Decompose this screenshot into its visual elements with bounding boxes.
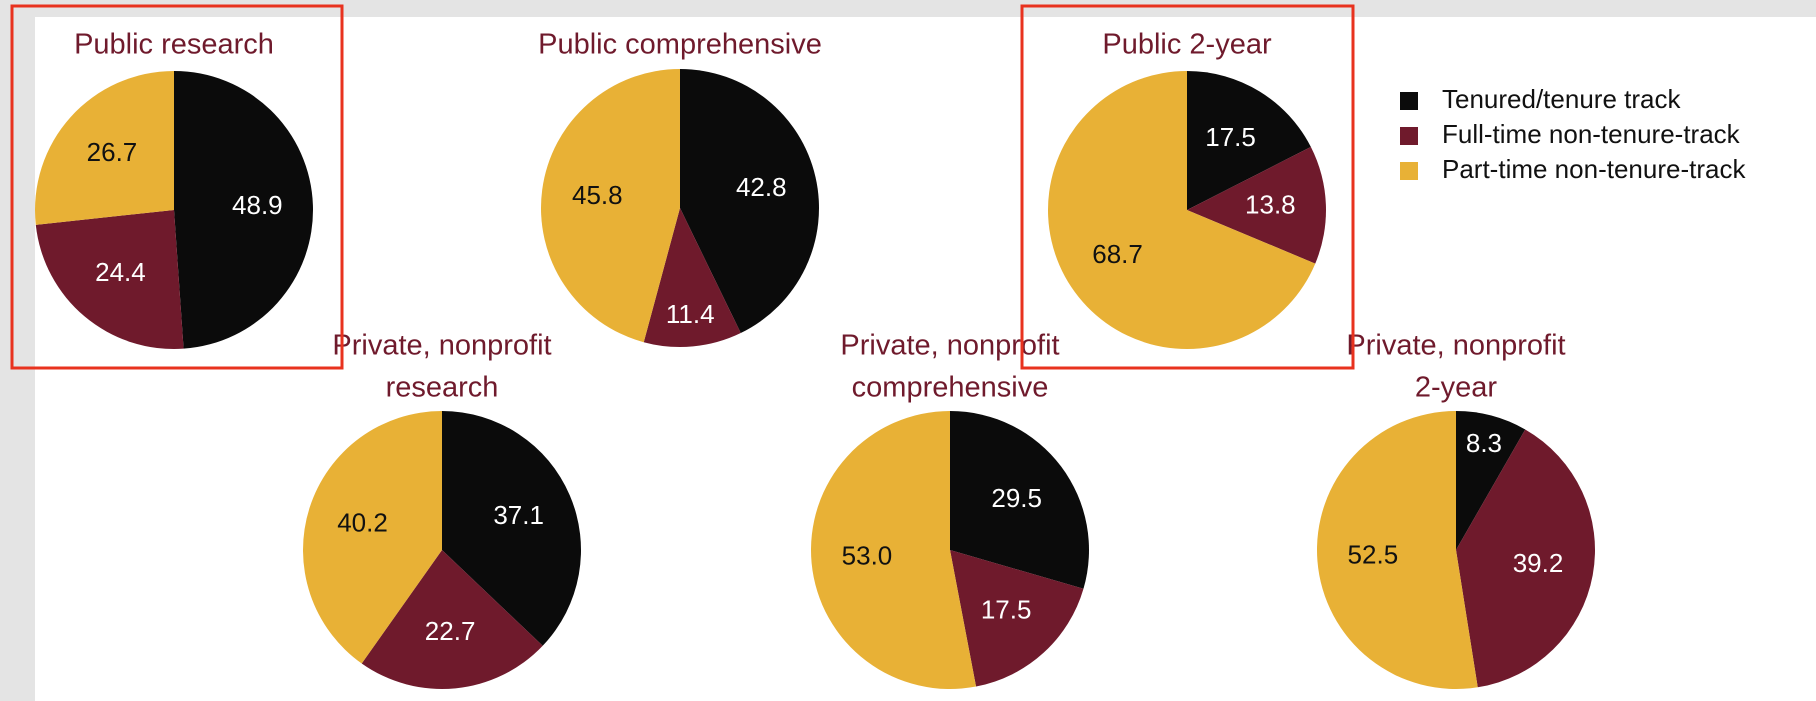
chart-title: Private, nonprofit [1346,330,1565,362]
data-label: 42.8 [736,172,787,202]
pie-slice [1317,411,1478,689]
data-label: 39.2 [1513,548,1564,578]
chart-title: comprehensive [852,372,1049,404]
data-label: 48.9 [232,190,283,220]
data-label: 8.3 [1466,428,1502,458]
pie-slice [174,71,314,349]
pie-slice [643,208,741,347]
chart-title: 2-year [1415,372,1498,404]
pie-slice [680,69,819,334]
data-label: 24.4 [95,257,146,287]
chart-title: Public research [74,29,274,61]
pie-slice [302,411,442,664]
data-label: 17.5 [1205,122,1256,152]
chart-title: Public 2-year [1102,29,1272,61]
chart-title: Public comprehensive [538,29,822,61]
pie-slice [1048,71,1316,349]
legend-swatch [1400,92,1418,110]
data-label: 29.5 [991,483,1042,513]
data-label: 17.5 [981,595,1032,625]
chart-title: Private, nonprofit [332,330,551,362]
pie-slice [442,411,582,646]
highlight-box [10,4,344,370]
highlight-box [1020,4,1355,370]
pie-slice [1456,429,1595,688]
data-label: 53.0 [842,541,893,571]
pie-slice [361,550,543,689]
pie-slice [35,210,184,350]
charts: Public research 48.9 24.4 26.7 Public compre… [34,29,1746,689]
data-label: 40.2 [337,508,388,538]
pie-slice [541,69,680,343]
pie-slice [950,550,1084,687]
data-label: 45.8 [572,180,623,210]
data-label: 37.1 [493,500,544,530]
data-label: 68.7 [1092,239,1143,269]
pie-slice [811,411,977,689]
legend-label: Tenured/tenure track [1442,84,1681,114]
legend-swatch [1400,162,1418,180]
data-label: 13.8 [1245,190,1296,220]
data-label: 11.4 [666,299,715,329]
chart-title: Private, nonprofit [840,330,1059,362]
data-label: 26.7 [87,137,138,167]
chart-title: research [386,372,499,404]
data-label: 22.7 [425,616,476,646]
pie-slice [950,411,1089,589]
pie-slice [1187,146,1326,264]
pie-slice [34,71,174,225]
legend-label: Full-time non-tenure-track [1442,119,1741,149]
legend-swatch [1400,127,1418,145]
data-label: 52.5 [1348,539,1399,569]
legend-label: Part-time non-tenure-track [1442,154,1746,184]
pie-slice [1456,411,1526,550]
pie-slice [1187,71,1311,210]
